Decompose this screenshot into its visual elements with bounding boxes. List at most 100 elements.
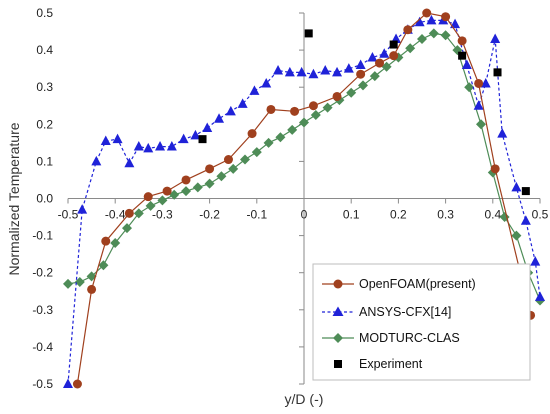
data-point-ansys-cfx-14 bbox=[166, 141, 177, 151]
data-point-openfoam-present bbox=[223, 155, 233, 165]
x-tick-label: 0 bbox=[301, 208, 308, 222]
data-point-modturc-clas bbox=[169, 189, 180, 200]
x-tick-label: -0.3 bbox=[152, 208, 173, 222]
legend-label-openfoam: OpenFOAM(present) bbox=[359, 277, 476, 291]
data-point-ansys-cfx-14 bbox=[284, 66, 295, 77]
legend-label-ansys: ANSYS-CFX[14] bbox=[359, 305, 451, 319]
data-point-modturc-clas bbox=[476, 119, 486, 130]
data-point-modturc-clas bbox=[417, 33, 427, 44]
data-point-openfoam-present bbox=[403, 25, 413, 35]
data-point-modturc-clas bbox=[428, 28, 439, 39]
y-tick-label: 0.5 bbox=[36, 6, 53, 20]
series-group bbox=[63, 8, 545, 389]
data-point-modturc-clas bbox=[464, 82, 475, 93]
y-tick-label: 0.0 bbox=[36, 192, 53, 206]
data-point-ansys-cfx-14 bbox=[535, 291, 545, 301]
data-point-ansys-cfx-14 bbox=[332, 66, 343, 77]
data-point-experiment bbox=[521, 187, 530, 196]
data-point-modturc-clas bbox=[122, 223, 132, 234]
data-point-openfoam-present bbox=[457, 36, 467, 46]
data-point-modturc-clas bbox=[358, 80, 368, 91]
legend-marker-experiment bbox=[334, 360, 342, 368]
data-point-modturc-clas bbox=[299, 117, 309, 128]
series-openfoam-present bbox=[72, 8, 536, 389]
y-tick-label: 0.1 bbox=[36, 154, 53, 168]
x-tick-label: -0.2 bbox=[199, 208, 220, 222]
data-point-experiment bbox=[458, 51, 467, 60]
data-point-modturc-clas bbox=[63, 278, 73, 289]
data-point-experiment bbox=[493, 68, 502, 77]
data-point-ansys-cfx-14 bbox=[143, 142, 154, 153]
data-point-ansys-cfx-14 bbox=[124, 157, 135, 168]
data-point-openfoam-present bbox=[162, 186, 172, 196]
data-point-modturc-clas bbox=[405, 43, 416, 54]
x-axis-title: y/D (-) bbox=[285, 391, 324, 407]
legend-entry-experiment: Experiment bbox=[334, 357, 423, 371]
data-point-openfoam-present bbox=[290, 106, 300, 116]
data-point-openfoam-present bbox=[308, 101, 318, 111]
data-point-openfoam-present bbox=[490, 164, 500, 174]
y-tick-label: 0.4 bbox=[36, 43, 53, 57]
data-point-ansys-cfx-14 bbox=[414, 16, 425, 27]
data-point-modturc-clas bbox=[240, 154, 250, 165]
x-tick-label: 0.4 bbox=[484, 208, 501, 222]
data-point-modturc-clas bbox=[440, 30, 451, 41]
data-point-ansys-cfx-14 bbox=[133, 141, 144, 151]
data-point-openfoam-present bbox=[181, 175, 191, 185]
data-point-modturc-clas bbox=[110, 238, 121, 249]
data-point-ansys-cfx-14 bbox=[450, 18, 461, 29]
data-point-modturc-clas bbox=[275, 132, 286, 143]
data-point-openfoam-present bbox=[124, 208, 134, 218]
data-point-ansys-cfx-14 bbox=[520, 215, 531, 225]
data-point-modturc-clas bbox=[346, 87, 357, 98]
x-tick-label: 0.1 bbox=[343, 208, 360, 222]
data-point-modturc-clas bbox=[287, 124, 298, 135]
data-point-modturc-clas bbox=[322, 102, 333, 113]
x-tick-label: 0.2 bbox=[390, 208, 407, 222]
data-point-ansys-cfx-14 bbox=[320, 65, 331, 75]
data-point-ansys-cfx-14 bbox=[91, 155, 102, 166]
legend-label-experiment: Experiment bbox=[359, 357, 423, 371]
x-tick-label: 0.3 bbox=[437, 208, 454, 222]
data-point-modturc-clas bbox=[133, 208, 144, 219]
data-point-ansys-cfx-14 bbox=[77, 204, 88, 214]
data-point-modturc-clas bbox=[511, 230, 522, 241]
data-point-openfoam-present bbox=[422, 8, 432, 18]
y-tick-label: 0.3 bbox=[36, 80, 53, 94]
legend-marker-modturc bbox=[333, 333, 343, 343]
data-point-ansys-cfx-14 bbox=[178, 133, 189, 144]
data-point-ansys-cfx-14 bbox=[497, 128, 508, 138]
data-point-modturc-clas bbox=[228, 163, 239, 174]
data-point-ansys-cfx-14 bbox=[214, 113, 225, 123]
data-point-ansys-cfx-14 bbox=[63, 378, 73, 388]
data-point-ansys-cfx-14 bbox=[261, 77, 272, 88]
legend-entry-modturc: MODTURC-CLAS bbox=[322, 331, 460, 345]
x-tick-label: -0.4 bbox=[105, 208, 126, 222]
data-point-ansys-cfx-14 bbox=[308, 68, 319, 79]
data-point-ansys-cfx-14 bbox=[202, 122, 213, 133]
data-point-openfoam-present bbox=[101, 236, 111, 246]
data-point-ansys-cfx-14 bbox=[473, 100, 484, 110]
legend: OpenFOAM(present) ANSYS-CFX[14] MODTURC-… bbox=[312, 263, 531, 381]
data-point-openfoam-present bbox=[375, 58, 385, 68]
data-point-ansys-cfx-14 bbox=[490, 33, 501, 43]
data-point-experiment bbox=[304, 29, 313, 38]
data-point-openfoam-present bbox=[356, 69, 366, 79]
y-tick-label: -0.5 bbox=[32, 377, 53, 391]
data-point-openfoam-present bbox=[474, 78, 484, 88]
x-tick-label: -0.5 bbox=[58, 208, 79, 222]
data-point-modturc-clas bbox=[216, 171, 227, 182]
data-point-openfoam-present bbox=[332, 91, 342, 101]
data-point-ansys-cfx-14 bbox=[355, 59, 366, 69]
data-point-modturc-clas bbox=[263, 137, 274, 148]
data-point-modturc-clas bbox=[98, 260, 109, 271]
data-point-openfoam-present bbox=[72, 379, 82, 389]
legend-box bbox=[312, 263, 531, 381]
data-point-modturc-clas bbox=[181, 186, 191, 197]
data-point-ansys-cfx-14 bbox=[367, 52, 378, 62]
x-tick-label: 0.5 bbox=[532, 208, 549, 222]
data-point-modturc-clas bbox=[145, 200, 156, 211]
y-tick-label: -0.2 bbox=[32, 266, 53, 280]
data-point-ansys-cfx-14 bbox=[100, 135, 111, 145]
series-experiment bbox=[198, 29, 530, 196]
